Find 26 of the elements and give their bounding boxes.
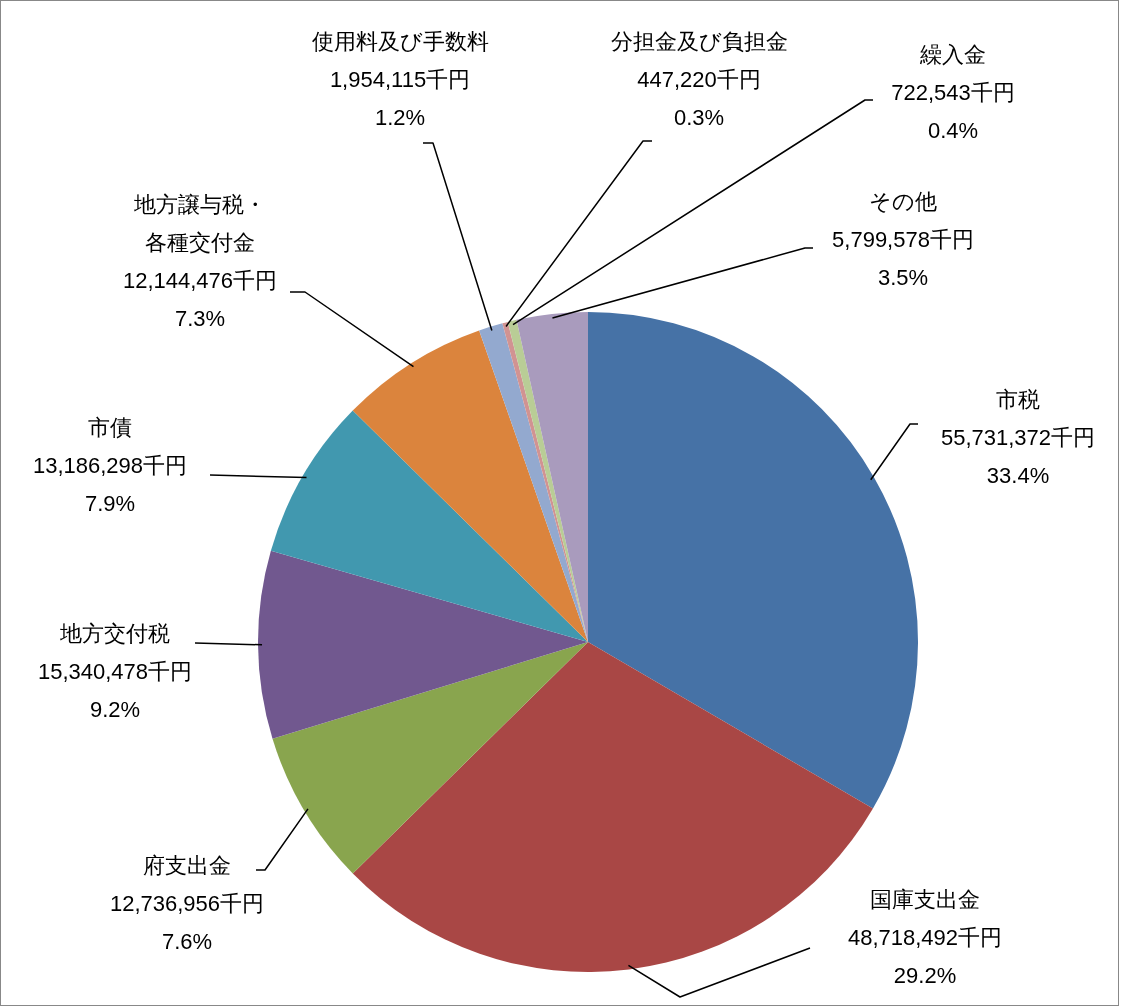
data-label: 12,144,476千円 7.3%	[122, 268, 278, 331]
data-label: 5,799,578千円 3.5%	[832, 227, 974, 290]
data-label: 447,220千円 0.3%	[637, 67, 761, 130]
data-label: 48,718,492千円 29.2%	[847, 925, 1003, 988]
pie-slice	[352, 330, 588, 642]
data-label: 1,954,115千円 1.2%	[329, 67, 471, 130]
slice-label: 地方譲与税・各種交付金	[133, 192, 266, 255]
slice-label: 国庫支出金	[870, 887, 980, 912]
slice-label: 市債	[88, 415, 132, 440]
slice-label: 府支出金	[143, 853, 231, 878]
pie-slice	[272, 642, 588, 874]
slice-label: 分担金及び負担金	[610, 29, 788, 54]
data-label: 722,543千円 0.4%	[891, 80, 1015, 143]
pie-slice	[479, 323, 588, 642]
slice-label: 市税	[996, 387, 1040, 412]
pie-slice	[588, 312, 918, 809]
data-label: 55,731,372千円 33.4%	[940, 425, 1096, 488]
slice-label: 使用料及び手数料	[311, 29, 489, 54]
pie-slice	[270, 410, 588, 642]
data-label: 13,186,298千円 7.9%	[32, 453, 188, 516]
slice-label: 地方交付税	[59, 621, 170, 646]
data-label: 12,736,956千円 7.6%	[109, 891, 265, 954]
slice-label: その他	[869, 189, 937, 214]
slice-label: 繰入金	[919, 42, 986, 67]
pie-slice	[258, 550, 588, 739]
data-label: 15,340,478千円 9.2%	[37, 659, 193, 722]
